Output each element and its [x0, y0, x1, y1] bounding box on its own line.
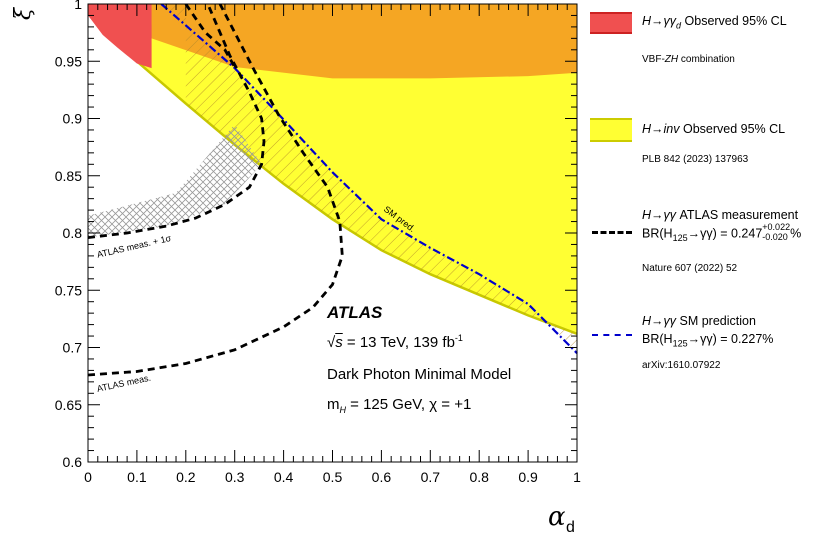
x-tick-label: 0.2: [176, 469, 196, 485]
y-tick-label: 0.8: [63, 225, 83, 241]
y-tick-label: 0.9: [63, 111, 83, 127]
x-tick-label: 0.1: [127, 469, 147, 485]
energy-text: = 13 TeV, 139 fb: [342, 334, 455, 351]
legend-label-dark-photon: H→γγd Observed 95% CL: [642, 14, 787, 31]
y-tick-label: 0.95: [55, 53, 82, 69]
mh-value: = 125 GeV, χ = +1: [346, 396, 472, 413]
legend-br-measurement: BR(H125→γγ) = 0.247 +0.022 -0.020%: [642, 222, 802, 243]
y-tick-label: 0.6: [63, 454, 83, 470]
mh-prefix: m: [327, 396, 340, 413]
x-tick-label: 0.7: [421, 469, 441, 485]
measurement-curve-2: [88, 4, 266, 239]
legend: H→γγd Observed 95% CL VBF-ZH combination…: [590, 0, 829, 538]
x-axis-label-sub: d: [566, 519, 575, 536]
dark-photon-region: [88, 4, 152, 69]
y-tick-label: 0.7: [63, 340, 83, 356]
y-tick-label: 0.65: [55, 397, 82, 413]
mh-sub: H: [339, 405, 347, 415]
y-axis-label: ξ: [11, 6, 36, 20]
mass-label: mH = 125 GeV, χ = +1: [327, 396, 471, 415]
legend-sub-sm: arXiv:1610.07922: [642, 360, 721, 371]
overlap-region: [88, 4, 577, 79]
legend-label-invisible: H→inv Observed 95% CL: [642, 122, 786, 136]
legend-swatch-red: [590, 12, 632, 34]
sqrt-symbol: √: [327, 334, 336, 351]
energy-label: √s = 13 TeV, 139 fb-1: [327, 333, 463, 351]
legend-swatch-yellow: [590, 118, 632, 142]
x-tick-label: 1: [573, 469, 581, 485]
x-tick-label: 0.5: [323, 469, 343, 485]
measurement-curve-3: [184, 4, 236, 68]
atlas-label: ATLAS: [327, 303, 383, 322]
x-tick-label: 0.4: [274, 469, 294, 485]
crosshatch-band: [88, 124, 262, 238]
sqrt-s: s: [335, 334, 343, 351]
y-tick-label: 1: [74, 0, 82, 12]
model-label: Dark Photon Minimal Model: [327, 366, 512, 383]
sm-prediction-line: [160, 4, 578, 354]
x-axis-label: α: [548, 502, 566, 532]
x-tick-label: 0.3: [225, 469, 245, 485]
measurement-curve-1: [88, 4, 344, 377]
lumi-exponent: -1: [454, 333, 463, 343]
legend-line-measurement: [592, 231, 632, 234]
legend-sub-dark-photon: VBF-ZH combination: [642, 54, 735, 65]
x-tick-label: 0: [84, 469, 92, 485]
x-tick-label: 0.8: [469, 469, 489, 485]
y-tick-label: 0.85: [55, 168, 82, 184]
x-tick-label: 0.9: [518, 469, 538, 485]
legend-br-sm: BR(H125→γγ) = 0.227%: [642, 332, 774, 349]
legend-label-sm: H→γγ SM prediction: [642, 314, 756, 328]
legend-sub-measurement: Nature 607 (2022) 52: [642, 263, 738, 274]
legend-label-measurement: H→γγ ATLAS measurement: [642, 208, 799, 222]
legend-line-sm: [592, 334, 632, 336]
x-tick-label: 0.6: [372, 469, 392, 485]
y-tick-label: 0.75: [55, 282, 82, 298]
legend-sub-invisible: PLB 842 (2023) 137963: [642, 154, 749, 165]
